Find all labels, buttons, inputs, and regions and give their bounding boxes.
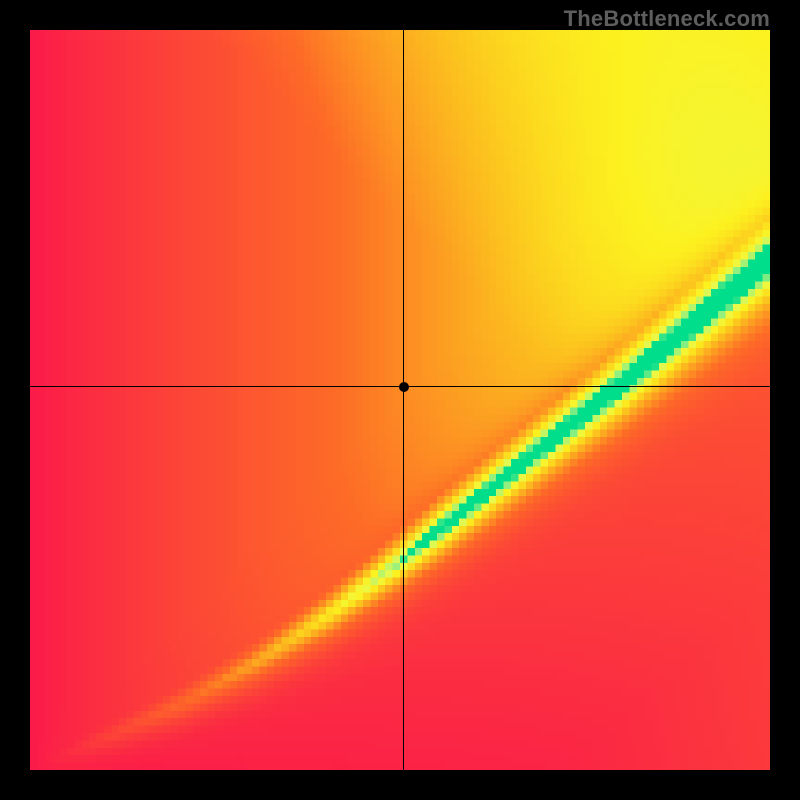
crosshair-marker [399,382,409,392]
crosshair-vertical [403,30,404,770]
bottleneck-heatmap [30,30,770,770]
watermark-text: TheBottleneck.com [564,6,770,32]
